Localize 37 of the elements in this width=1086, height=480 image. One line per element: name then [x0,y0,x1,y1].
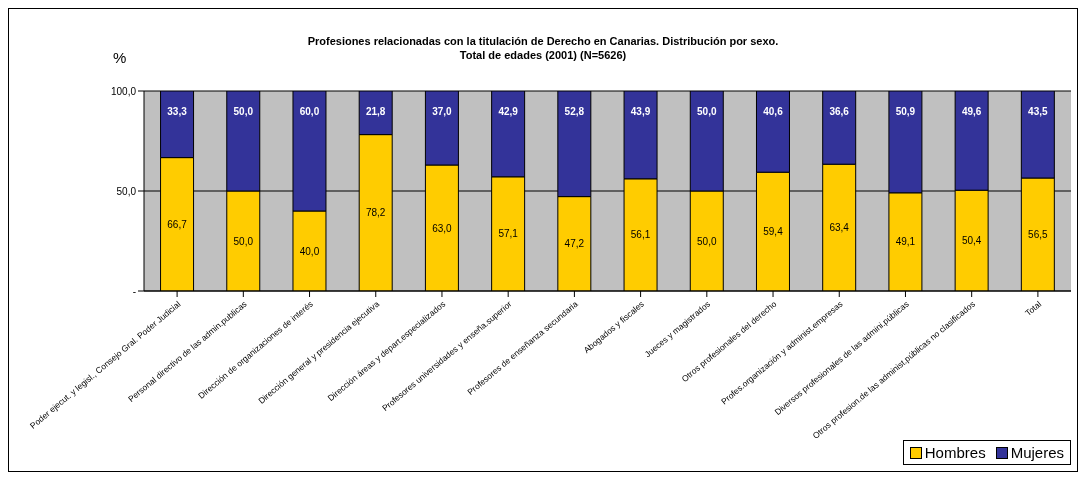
data-label: 56,5 [1028,229,1049,240]
legend-label: Hombres [924,444,986,461]
legend-label: Mujeres [1010,444,1064,461]
data-label: 78,2 [365,207,386,219]
data-label: 50,0 [233,235,254,247]
data-label: 50,4 [961,235,982,247]
data-label: 50,0 [697,235,717,247]
data-label: 52,8 [564,105,585,117]
data-label: 33,3 [167,105,188,117]
data-label: 63,0 [432,222,453,234]
data-label: 59,4 [763,226,784,238]
y-axis-title: % [113,49,127,66]
data-label: 36,6 [829,105,850,117]
data-label: 40,0 [299,245,320,257]
data-label: 66,7 [167,218,188,230]
data-label: 56,1 [630,229,651,241]
chart-title: Profesiones relacionadas con la titulación de Derecho en Canarias. Distribución por sexo. [306,35,780,47]
data-label: 37,0 [432,105,453,117]
y-tick-label: 100,0 [110,85,137,97]
chart-subtitle: Total de edades (2001) (N=5626) [459,49,627,61]
x-tick-label: Total [1022,298,1044,319]
data-label: 63,4 [829,222,850,234]
data-label: 50,9 [895,105,916,117]
data-label: 43,5 [1028,105,1049,117]
y-tick-label: 50,0 [116,185,137,197]
data-label: 50,0 [233,105,254,117]
data-label: 49,6 [961,105,982,117]
data-label: 40,6 [763,105,784,117]
data-label: 47,2 [564,238,585,250]
data-label: 21,8 [365,105,386,117]
data-label: 60,0 [299,105,320,117]
y-tick-label: - [132,285,136,297]
data-label: 57,1 [498,228,519,240]
data-label: 49,1 [895,236,916,248]
data-label: 43,9 [630,105,651,117]
data-label: 42,9 [498,105,519,117]
data-label: 50,0 [697,105,717,117]
